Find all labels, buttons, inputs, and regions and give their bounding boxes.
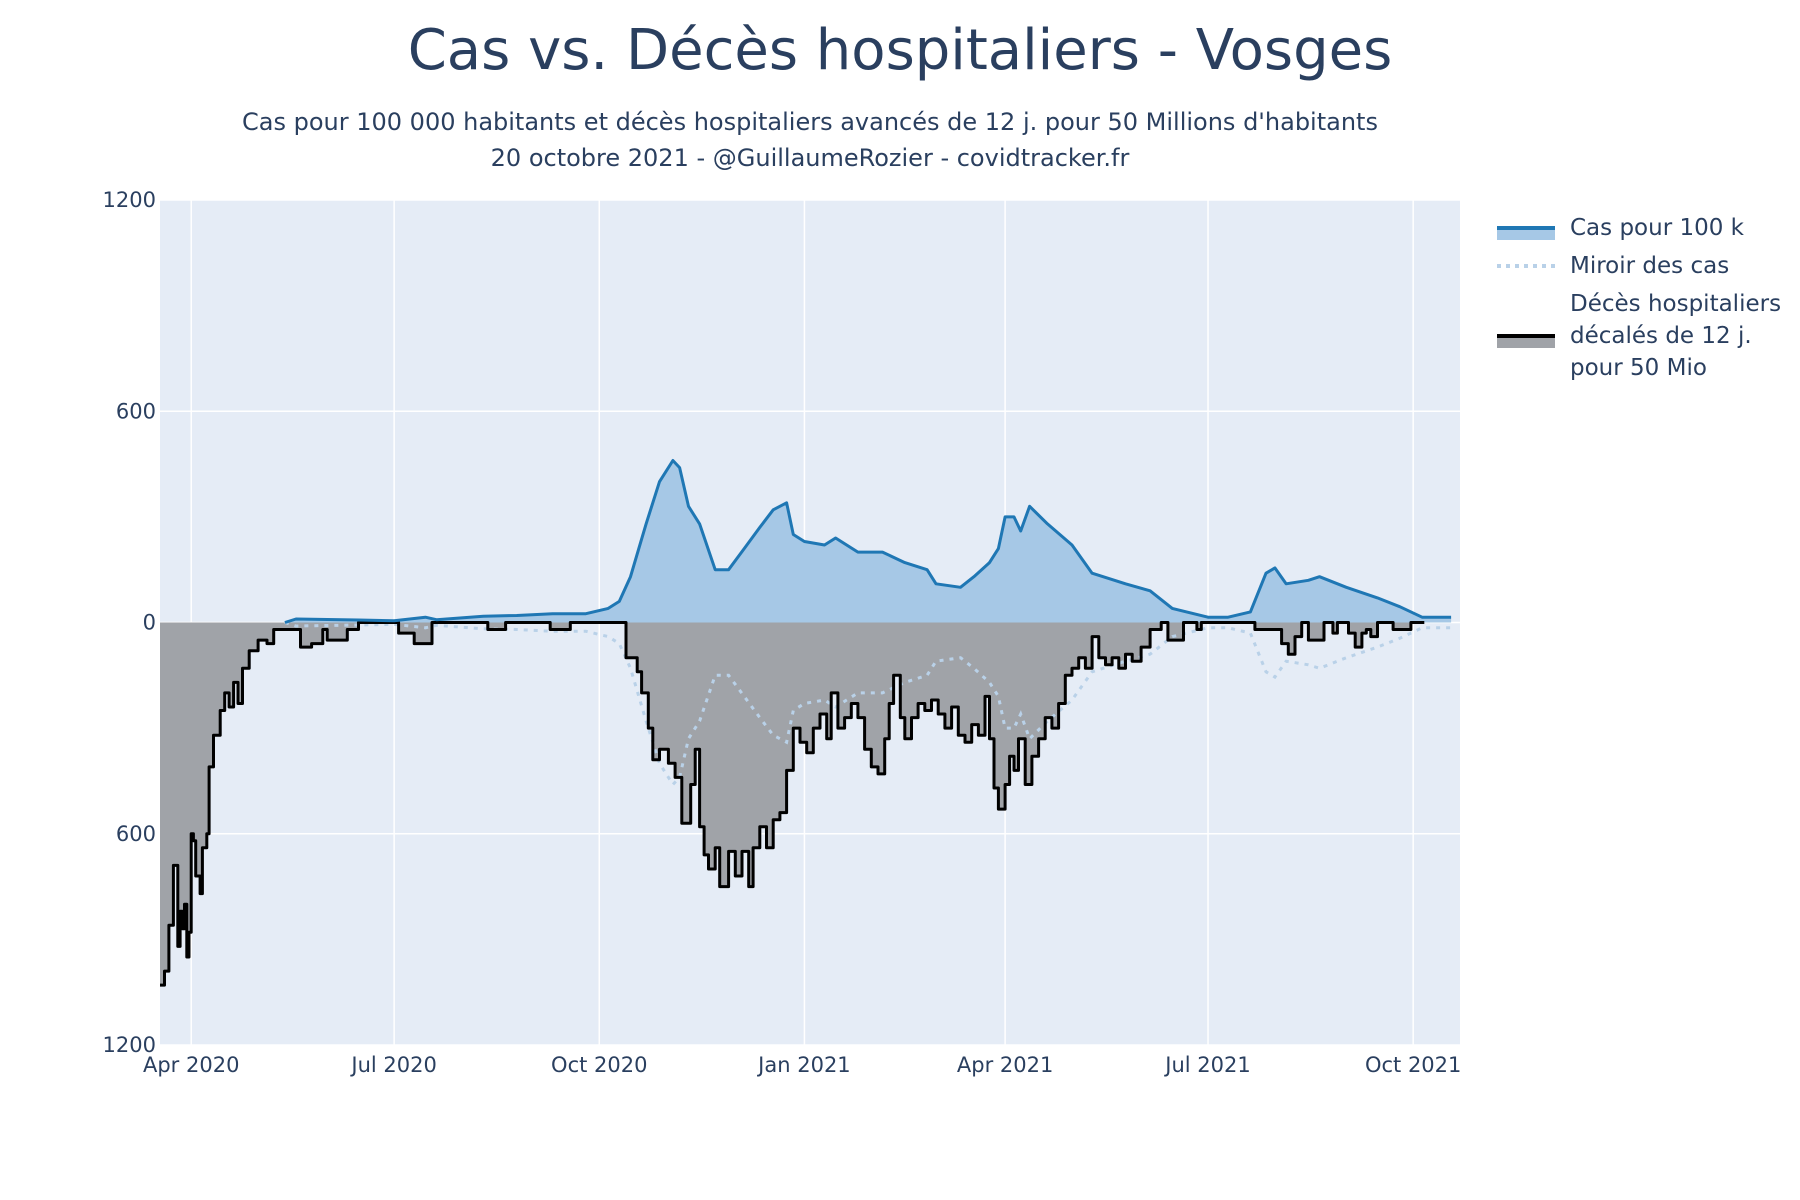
- legend-swatch-cases: [1497, 226, 1555, 240]
- legend[interactable]: Cas pour 100 k Miroir des cas Décès hosp…: [1495, 212, 1795, 384]
- y-tick-label: 600: [116, 399, 156, 423]
- y-axis: 1200 600 0 600 1200: [103, 188, 156, 1057]
- chart-subtitle-line-2: 20 octobre 2021 - @GuillaumeRozier - cov…: [490, 144, 1130, 172]
- legend-item-deaths[interactable]: Décès hospitaliers décalés de 12 j. pour…: [1495, 288, 1795, 384]
- legend-label-deaths-line-1: Décès hospitaliers: [1570, 291, 1782, 317]
- x-tick-label: Jan 2021: [756, 1053, 851, 1077]
- mirror-line: [284, 621, 1452, 787]
- x-tick-label: Jul 2020: [349, 1053, 436, 1077]
- series-lines: [160, 459, 1452, 987]
- deaths-area: [160, 622, 1425, 986]
- legend-label-deaths-line-3: pour 50 Mio: [1570, 355, 1707, 381]
- area-fills: [160, 460, 1452, 986]
- legend-label-deaths-line-2: décalés de 12 j.: [1570, 323, 1752, 349]
- y-tick-label: 600: [116, 822, 156, 846]
- legend-swatch-mirror: [1497, 264, 1555, 268]
- x-tick-label: Apr 2021: [957, 1053, 1053, 1077]
- cases-area: [284, 460, 1452, 623]
- cases-line: [284, 459, 1452, 624]
- legend-item-mirror[interactable]: Miroir des cas: [1495, 250, 1795, 288]
- chart-title: Cas vs. Décès hospitaliers - Vosges: [407, 18, 1393, 83]
- legend-label-deaths: Décès hospitaliers décalés de 12 j. pour…: [1570, 288, 1781, 384]
- x-tick-label: Oct 2021: [1365, 1053, 1461, 1077]
- legend-swatch-deaths: [1497, 334, 1555, 348]
- legend-label-cases: Cas pour 100 k: [1570, 215, 1744, 241]
- chart-subtitle-line-1: Cas pour 100 000 habitants et décès hosp…: [242, 108, 1378, 136]
- deaths-line: [160, 621, 1425, 987]
- x-tick-label: Oct 2020: [551, 1053, 647, 1077]
- legend-item-cases[interactable]: Cas pour 100 k: [1495, 212, 1795, 250]
- x-axis: Apr 2020 Jul 2020 Oct 2020 Jan 2021 Apr 2021…: [143, 1053, 1461, 1077]
- y-tick-label: 0: [143, 611, 156, 635]
- legend-label-mirror: Miroir des cas: [1570, 253, 1730, 279]
- y-tick-label: 1200: [103, 188, 156, 212]
- x-tick-label: Apr 2020: [143, 1053, 239, 1077]
- y-tick-label: 1200: [103, 1033, 156, 1057]
- x-tick-label: Jul 2021: [1163, 1053, 1250, 1077]
